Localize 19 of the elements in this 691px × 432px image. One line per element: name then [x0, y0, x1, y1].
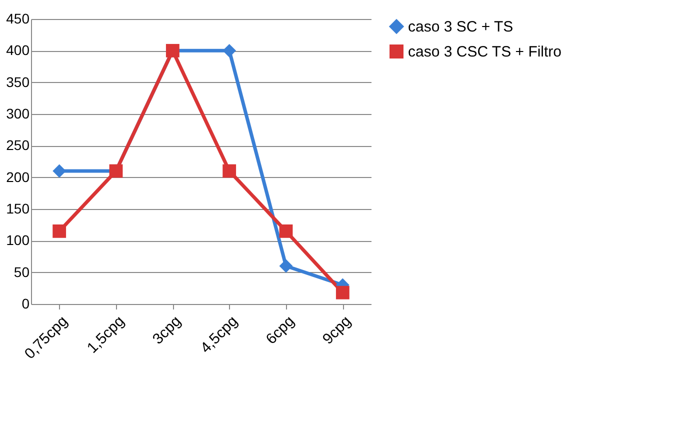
point: [336, 286, 350, 300]
y-tick-label: 450: [6, 10, 30, 26]
y-tick-label: 200: [6, 168, 30, 185]
point: [222, 164, 236, 178]
point: [52, 164, 66, 178]
y-tick-label: 350: [6, 74, 30, 90]
legend-label: caso 3 CSC TS + Filtro: [408, 44, 562, 60]
y-tick-label: 0: [22, 296, 30, 312]
y-tick-label: 50: [14, 264, 30, 280]
point: [222, 44, 236, 58]
y-tick-label: 100: [6, 232, 30, 248]
y-tick-label: 400: [6, 42, 30, 58]
point: [52, 224, 66, 238]
y-tick-label: 300: [6, 106, 30, 122]
y-tick-label: 150: [6, 200, 30, 216]
y-tick-label: 250: [6, 137, 30, 154]
point: [279, 259, 293, 273]
point: [279, 224, 293, 238]
legend-label: caso 3 SC + TS: [408, 18, 514, 36]
